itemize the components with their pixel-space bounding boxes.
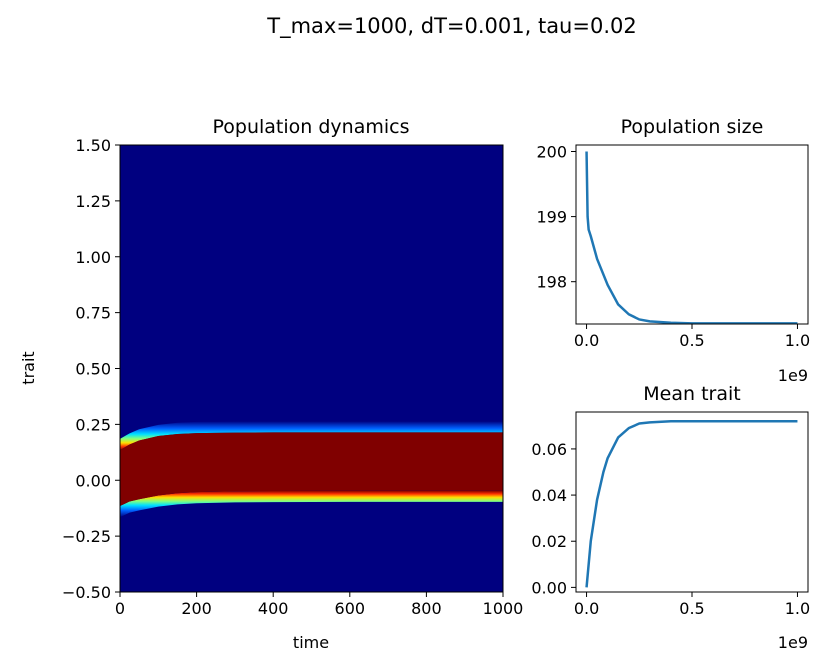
population-size-x-tick-label: 0.0: [574, 331, 599, 350]
heatmap-y-tick-label: −0.50: [62, 583, 111, 602]
population-size-y-tick-label: 200: [536, 143, 567, 162]
mean-trait-y-tick-label: 0.02: [531, 532, 567, 551]
heatmap-y-tick-label: 0.00: [75, 471, 111, 490]
heatmap-x-tick-label: 1000: [483, 599, 524, 618]
mean-trait-line: [585, 419, 798, 588]
mean-trait-frame: [575, 411, 809, 593]
heatmap-x-tick-label: 600: [335, 599, 366, 618]
mean-trait-title: Mean trait: [643, 383, 740, 405]
heatmap-y-tick-label: 1.25: [75, 192, 111, 211]
mean-trait-y-tick-label: 0.06: [531, 440, 567, 459]
population-size-panel: Population size 0.0 0.5 1.0 198 199 200 1e9: [536, 116, 810, 385]
heatmap-y-tick-label: 0.75: [75, 304, 111, 323]
band-core: [120, 432, 503, 506]
population-size-title: Population size: [621, 116, 764, 138]
population-size-x-tick-label: 0.5: [679, 331, 704, 350]
mean-trait-x-tick-label: 0.5: [679, 599, 704, 618]
mean-trait-x-tick-label: 0.0: [574, 599, 599, 618]
mean-trait-y-ticks: 0.00 0.02 0.04 0.06: [531, 440, 576, 597]
heatmap-y-tick-label: −0.25: [62, 527, 111, 546]
population-size-y-tick-label: 199: [536, 208, 567, 227]
mean-trait-x-offset: 1e9: [778, 633, 808, 652]
heatmap-y-ticks: −0.50 −0.25 0.00 0.25 0.50 0.75 1.00 1.25 1.50: [62, 136, 120, 602]
heatmap-panel: Population dynamics 0 200 400 600 800 1000 −0…: [19, 116, 523, 652]
heatmap-x-tick-label: 800: [411, 599, 442, 618]
band-upper-halo: [120, 421, 503, 451]
population-size-x-offset: 1e9: [778, 366, 808, 385]
mean-trait-x-tick-label: 1.0: [785, 599, 810, 618]
population-size-x-tick-label: 1.0: [785, 331, 810, 350]
population-size-line: [585, 151, 798, 324]
heatmap-y-tick-label: 1.50: [75, 136, 111, 155]
heatmap-y-tick-label: 0.25: [75, 415, 111, 434]
heatmap-x-tick-label: 400: [258, 599, 289, 618]
heatmap-x-label: time: [293, 633, 329, 652]
figure-suptitle: T_max=1000, dT=0.001, tau=0.02: [266, 14, 636, 39]
population-size-y-tick-label: 198: [536, 273, 567, 292]
mean-trait-x-ticks: 0.0 0.5 1.0: [574, 592, 810, 618]
population-size-frame: [575, 144, 809, 325]
heatmap-band: [120, 421, 503, 518]
heatmap-y-tick-label: 1.00: [75, 248, 111, 267]
band-lower-halo: [120, 490, 503, 518]
heatmap-y-label: trait: [19, 351, 38, 384]
heatmap-y-tick-label: 0.50: [75, 360, 111, 379]
mean-trait-y-tick-label: 0.04: [531, 486, 567, 505]
heatmap-x-ticks: 0 200 400 600 800 1000: [115, 592, 523, 618]
population-size-y-ticks: 198 199 200: [536, 143, 576, 292]
heatmap-title: Population dynamics: [213, 116, 410, 138]
population-size-x-ticks: 0.0 0.5 1.0: [574, 324, 810, 350]
heatmap-x-tick-label: 200: [181, 599, 212, 618]
heatmap-background: [120, 145, 503, 592]
mean-trait-panel: Mean trait 0.0 0.5 1.0 0.00 0.02 0.04 0.06 1e…: [531, 383, 810, 652]
mean-trait-y-tick-label: 0.00: [531, 578, 567, 597]
heatmap-x-tick-label: 0: [115, 599, 125, 618]
